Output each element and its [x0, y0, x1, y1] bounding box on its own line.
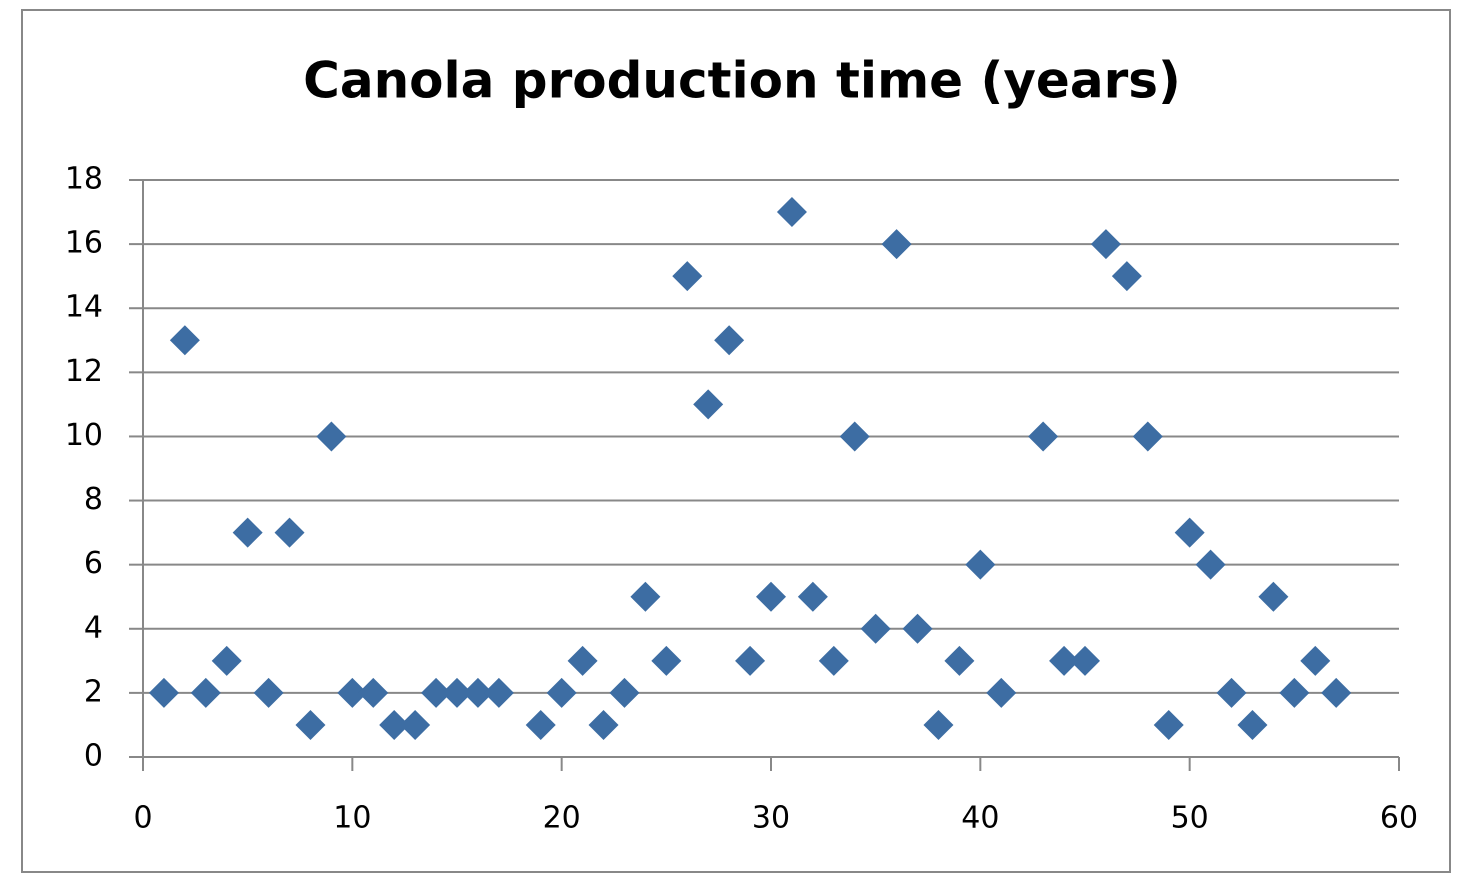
- point: [232, 517, 263, 548]
- x-tick-label: 50: [1171, 801, 1209, 836]
- point: [379, 709, 410, 740]
- point: [1132, 421, 1163, 452]
- point: [944, 645, 975, 676]
- x-tick-label: 30: [752, 801, 790, 836]
- point: [400, 709, 431, 740]
- y-tick-label: 10: [65, 418, 103, 453]
- point: [1049, 645, 1080, 676]
- point: [483, 677, 514, 708]
- y-tick-label: 2: [84, 674, 103, 709]
- y-tick-label: 8: [84, 482, 103, 517]
- point: [1300, 645, 1331, 676]
- point: [672, 261, 703, 292]
- point: [860, 613, 891, 644]
- point: [1216, 677, 1247, 708]
- point: [1090, 229, 1121, 260]
- y-tick-label: 0: [84, 739, 103, 774]
- chart-title: Canola production time (years): [303, 52, 1181, 110]
- point: [546, 677, 577, 708]
- point: [776, 197, 807, 228]
- point: [839, 421, 870, 452]
- point: [714, 325, 745, 356]
- point: [567, 645, 598, 676]
- point: [1321, 677, 1352, 708]
- point: [442, 677, 472, 708]
- point: [1279, 677, 1310, 708]
- y-tick-label: 12: [65, 354, 103, 389]
- point: [1111, 261, 1142, 292]
- point: [651, 645, 682, 676]
- point: [693, 389, 724, 420]
- point: [881, 229, 912, 260]
- point: [148, 677, 179, 708]
- y-tick-label: 4: [84, 610, 103, 645]
- point: [337, 677, 368, 708]
- point: [902, 613, 933, 644]
- point: [756, 581, 786, 612]
- y-tick-label: 14: [65, 290, 103, 325]
- point: [316, 421, 347, 452]
- point: [295, 709, 326, 740]
- x-tick-label: 60: [1380, 801, 1418, 836]
- point: [525, 709, 556, 740]
- point: [1237, 709, 1268, 740]
- point: [253, 677, 284, 708]
- point: [1028, 421, 1059, 452]
- y-tick-label: 6: [84, 546, 103, 581]
- point: [169, 325, 200, 356]
- point: [630, 581, 661, 612]
- point: [588, 709, 619, 740]
- point: [609, 677, 640, 708]
- point: [1153, 709, 1184, 740]
- point: [986, 677, 1017, 708]
- point: [274, 517, 305, 548]
- point: [1174, 517, 1205, 548]
- x-tick-label: 20: [543, 801, 581, 836]
- point: [923, 709, 954, 740]
- point: [818, 645, 849, 676]
- point: [462, 677, 493, 708]
- point: [797, 581, 828, 612]
- point: [1070, 645, 1100, 676]
- point: [1258, 581, 1289, 612]
- x-tick-label: 10: [333, 801, 371, 836]
- point: [1195, 549, 1226, 580]
- point: [211, 645, 242, 676]
- y-tick-label: 16: [65, 226, 103, 261]
- x-tick-label: 0: [133, 801, 152, 836]
- point: [421, 677, 452, 708]
- point: [190, 677, 221, 708]
- x-tick-label: 40: [961, 801, 999, 836]
- point: [965, 549, 996, 580]
- point: [358, 677, 389, 708]
- y-tick-label: 18: [65, 162, 103, 197]
- point: [735, 645, 766, 676]
- chart-border: [21, 9, 1451, 873]
